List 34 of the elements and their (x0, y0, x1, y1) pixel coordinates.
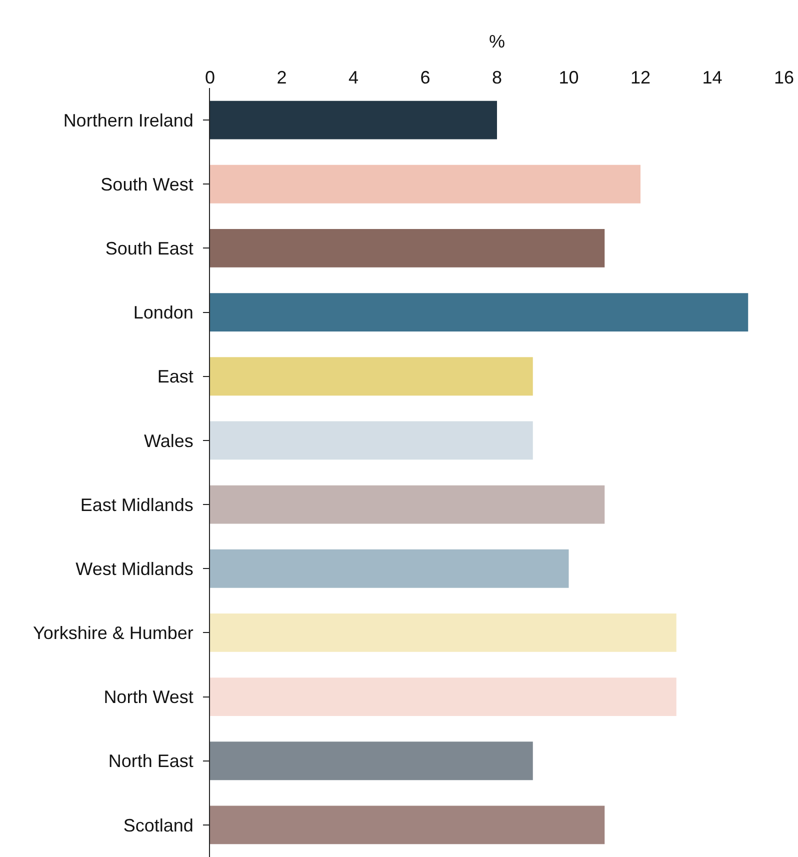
bar (210, 357, 533, 396)
y-tick-label: Wales (144, 430, 194, 451)
x-tick-label: 12 (630, 67, 651, 88)
bar (210, 613, 676, 652)
x-tick-label: 10 (558, 67, 579, 88)
x-tick-label: 6 (420, 67, 430, 88)
x-tick-label: 16 (774, 67, 794, 88)
y-tick-label: South West (100, 174, 194, 194)
y-tick-label: London (133, 302, 194, 323)
x-tick-label: 0 (204, 67, 216, 88)
bar (210, 678, 676, 716)
y-tick-label: Scotland (123, 815, 194, 836)
bar (210, 293, 748, 332)
y-tick-label: East (157, 366, 194, 387)
y-tick-label: Yorkshire & Humber (32, 623, 194, 644)
bar (210, 100, 497, 140)
bar (210, 164, 640, 204)
y-tick-label: North West (104, 687, 194, 708)
y-tick-label: West Midlands (76, 558, 194, 579)
bar (210, 806, 605, 844)
x-tick-label: 2 (276, 67, 287, 88)
bar (210, 228, 605, 268)
bar (210, 421, 533, 460)
bar (210, 742, 533, 780)
x-tick-label: 8 (492, 67, 502, 88)
x-tick-label: 14 (702, 67, 722, 88)
bar (210, 549, 569, 588)
y-tick-label: South East (105, 238, 194, 259)
x-tick-label: 4 (348, 67, 359, 88)
y-tick-label: Northern Ireland (63, 110, 194, 130)
y-tick-label: North East (108, 751, 194, 772)
bar (210, 485, 605, 524)
y-tick-label: East Midlands (80, 494, 194, 515)
x-axis-title: % (488, 32, 506, 52)
